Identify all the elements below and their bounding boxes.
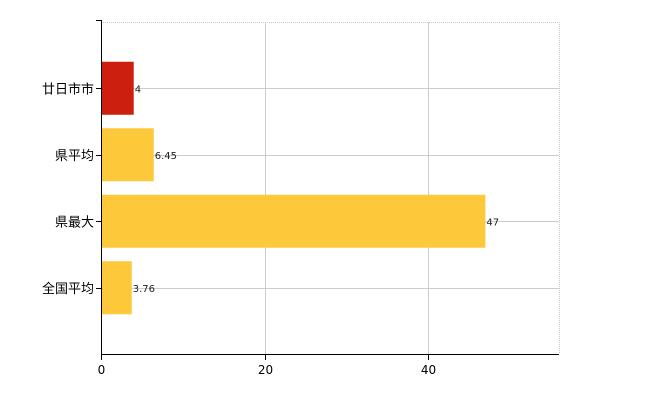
data-label-3: 47: [486, 217, 499, 228]
bars: [101, 61, 486, 315]
bar-4: [101, 261, 132, 315]
category-label-4: 全国平均: [42, 281, 94, 297]
category-label-3: 県最大: [55, 215, 94, 230]
x-tick-label-0: 0: [98, 363, 106, 377]
bar-2: [101, 128, 154, 182]
category-label-1: 廿日市市: [42, 81, 94, 97]
category-label-2: 県平均: [55, 149, 94, 164]
x-tick-label-20: 20: [258, 363, 273, 377]
bar-3: [101, 194, 486, 248]
data-label-2: 6.45: [155, 151, 177, 162]
bar-1: [101, 61, 134, 115]
data-label-4: 3.76: [133, 284, 155, 295]
axes: [96, 20, 559, 360]
data-label-1: 4: [135, 84, 141, 95]
grid-lines: [101, 22, 560, 354]
x-tick-label-40: 40: [421, 363, 436, 377]
